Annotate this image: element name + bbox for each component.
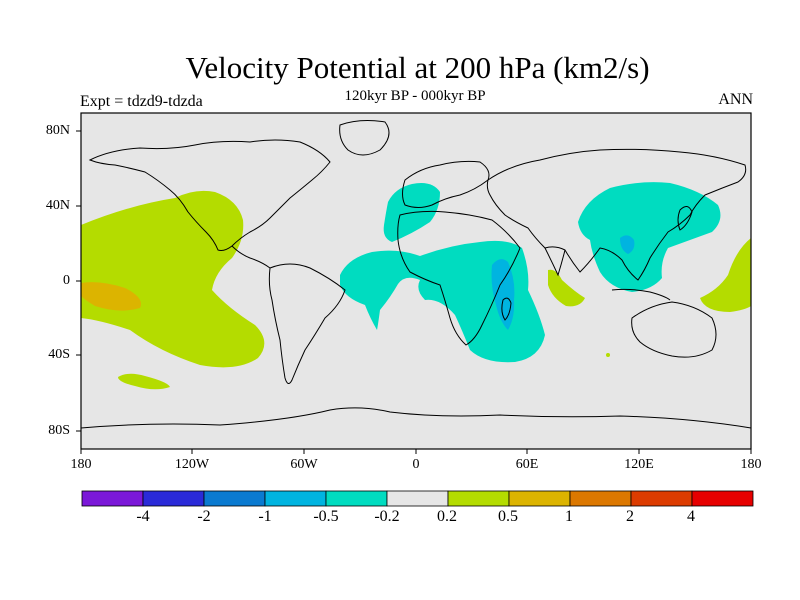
lat-label-80s: 80S	[48, 423, 70, 438]
colorbar-box	[691, 490, 754, 507]
colorbar-box	[386, 490, 449, 507]
coast-indonesia	[611, 288, 671, 301]
colorbar-box	[142, 490, 205, 507]
coast-asia	[486, 148, 747, 281]
coast-japan	[677, 206, 693, 231]
coast-europe	[402, 160, 490, 208]
colorbar-box	[81, 490, 144, 507]
coast-antarctica	[80, 407, 752, 429]
colorbar-box	[264, 490, 327, 507]
map-ticks	[76, 130, 752, 454]
contour-positive-west-pacific	[700, 238, 751, 312]
colorbar-box	[325, 490, 388, 507]
coast-south-america	[268, 263, 346, 384]
lon-label-180w: 180	[70, 457, 92, 472]
lon-label-0: 0	[412, 457, 420, 472]
lon-label-60w: 60W	[290, 457, 318, 472]
contour-negative-core-asia	[620, 235, 635, 254]
colorbar	[81, 490, 754, 507]
lat-label-0: 0	[63, 273, 70, 288]
contour-positive-core	[81, 282, 141, 311]
contour-positive-indian	[548, 269, 585, 307]
colorbar-label: -2	[197, 508, 211, 525]
colorbar-label: -0.2	[374, 508, 400, 525]
lon-label-60e: 60E	[515, 457, 539, 472]
contour-positive-dot	[606, 353, 610, 357]
coast-central-america	[231, 245, 271, 269]
colorbar-label: -0.5	[313, 508, 339, 525]
colorbar-label: 1	[565, 508, 573, 525]
colorbar-box	[508, 490, 571, 507]
colorbar-label: 4	[687, 508, 695, 525]
colorbar-box	[203, 490, 266, 507]
contour-positive-south	[118, 373, 170, 390]
coast-madagascar	[501, 297, 512, 321]
coast-india	[544, 247, 566, 277]
lon-label-120e: 120E	[624, 457, 654, 472]
coast-greenland	[339, 120, 390, 156]
colorbar-label: -4	[136, 508, 150, 525]
colorbar-label: 0.5	[498, 508, 518, 525]
map-title: Velocity Potential at 200 hPa (km2/s)	[185, 50, 650, 85]
lon-label-120w: 120W	[174, 457, 210, 472]
coast-africa	[397, 210, 521, 346]
colorbar-label: 0.2	[437, 508, 457, 525]
colorbar-box	[569, 490, 632, 507]
coast-north-america	[88, 139, 331, 251]
lat-label-40n: 40N	[45, 198, 70, 213]
season-label: ANN	[718, 91, 753, 108]
contour-positive-pacific	[81, 190, 265, 368]
colorbar-box	[447, 490, 510, 507]
coastlines	[80, 120, 752, 429]
contour-negative-asia	[578, 182, 721, 292]
lat-label-40s: 40S	[48, 347, 70, 362]
map-subtitle: 120kyr BP - 000kyr BP	[344, 88, 486, 104]
colorbar-label: 2	[626, 508, 634, 525]
lon-label-180e: 180	[740, 457, 762, 472]
colorbar-label: -1	[258, 508, 272, 525]
colorbar-box	[630, 490, 693, 507]
coast-australia	[631, 301, 717, 358]
contour-negative-core-africa	[491, 259, 515, 330]
lat-label-80n: 80N	[45, 123, 70, 138]
experiment-label: Expt = tdzd9-tdzda	[80, 93, 203, 110]
